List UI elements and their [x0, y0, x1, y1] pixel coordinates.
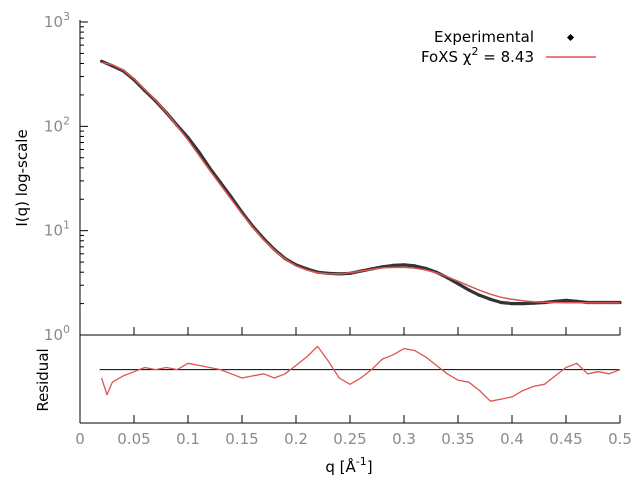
bottom-panel: Residual 0 0.05 0.1 0.15 0.2 0.25 0.3 0.35 0.4 0.… [34, 327, 632, 476]
top-series-group [100, 59, 622, 306]
x-tick-label: 0 [75, 430, 85, 448]
top-y-tick-label: 101 [44, 219, 70, 240]
x-tick-label: 0.5 [608, 430, 632, 448]
experimental-point [456, 282, 460, 286]
experimental-point [564, 298, 568, 302]
x-tick-label: 0.45 [549, 430, 582, 448]
legend: Experimental FoXS χ2 = 8.43 [421, 28, 596, 66]
x-tick-label: 0.1 [176, 430, 200, 448]
top-y-ticks: 100 101 102 103 [44, 10, 88, 344]
experimental-point [197, 150, 201, 154]
experimental-point [467, 288, 471, 292]
top-y-tick-label: 103 [44, 10, 70, 31]
residual-series [100, 345, 621, 402]
experimental-point [499, 300, 503, 305]
legend-fit-suffix: = 8.43 [478, 48, 534, 66]
legend-fit-label: FoXS χ2 = 8.43 [421, 45, 534, 66]
x-tick-label: 0.2 [284, 430, 308, 448]
x-axis-label-suffix: ] [367, 458, 373, 476]
top-y-tick-label: 100 [44, 323, 70, 344]
experimental-point [391, 263, 395, 267]
x-tick-label: 0.35 [441, 430, 474, 448]
legend-fit-exp: 2 [471, 45, 478, 58]
top-y-axis-label: I(q) log-scale [13, 129, 31, 226]
top-panel: 100 101 102 103 I(q) log-scale Experimental… [13, 10, 622, 344]
foxs-fit-series [101, 61, 620, 304]
experimental-point [413, 264, 417, 268]
experimental-point [488, 297, 492, 301]
x-tick-label: 0.4 [500, 430, 524, 448]
top-y-tick-label: 102 [44, 114, 70, 135]
experimental-point [478, 293, 482, 297]
experimental-series [100, 59, 620, 306]
experimental-point [510, 301, 514, 306]
x-tick-label: 0.3 [392, 430, 416, 448]
x-tick-label: 0.25 [333, 430, 366, 448]
x-tick-label: 0.05 [117, 430, 150, 448]
experimental-point [521, 301, 525, 306]
bottom-series-group [99, 345, 621, 402]
x-tick-label: 0.15 [225, 430, 258, 448]
legend-experimental-marker [566, 33, 575, 42]
legend-fit-prefix: FoXS χ [421, 48, 472, 66]
experimental-point [402, 263, 406, 267]
x-axis-label: q [Å-1] [325, 455, 372, 476]
bottom-y-axis-label: Residual [34, 348, 52, 411]
x-axis-label-exp: -1 [356, 455, 367, 468]
x-axis-label-prefix: q [Å [325, 457, 356, 476]
legend-experimental-label: Experimental [434, 28, 534, 46]
x-ticks: 0 0.05 0.1 0.15 0.2 0.25 0.3 0.35 0.4 0.45 0.5 [75, 327, 632, 448]
